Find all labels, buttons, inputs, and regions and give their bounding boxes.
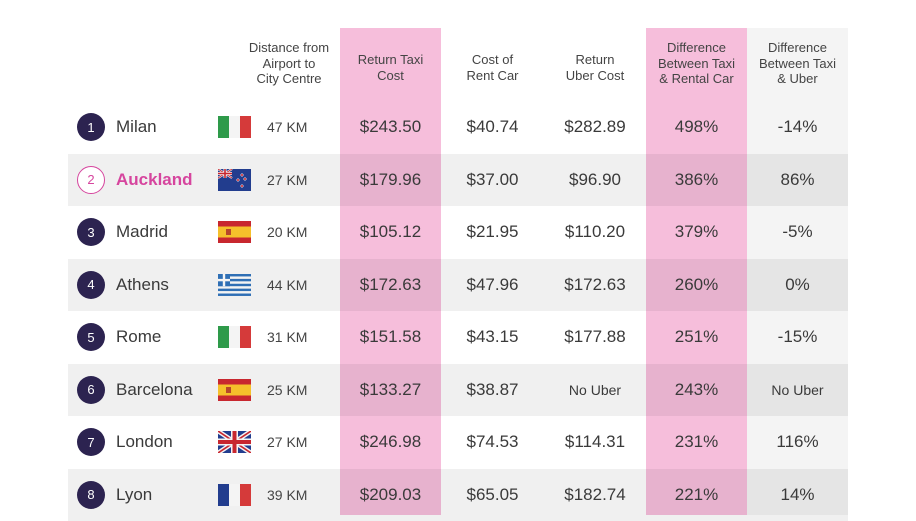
rent-value: $40.74 xyxy=(466,117,519,136)
diff-rental-value: 260% xyxy=(674,274,719,294)
rent-value: $21.95 xyxy=(466,222,519,241)
diff-rental-value: 251% xyxy=(674,327,719,346)
diff-rental-value: 221% xyxy=(674,484,719,504)
uber-value: $110.20 xyxy=(564,222,626,241)
city-name: London xyxy=(116,432,173,451)
city-name: Milan xyxy=(116,117,157,136)
diff-rental-value: 243% xyxy=(674,379,719,399)
rank-badge: 7 xyxy=(77,428,105,456)
header-diff-uber: Difference Between Taxi & Uber xyxy=(758,40,837,86)
uber-value: $177.88 xyxy=(564,327,626,346)
taxi-value: $179.96 xyxy=(359,169,422,189)
row-shade xyxy=(68,258,848,311)
city-name: Rome xyxy=(116,327,162,346)
diff-uber-value: 0% xyxy=(785,274,810,294)
new-zealand-flag xyxy=(217,167,251,191)
rent-value: $43.15 xyxy=(466,327,519,346)
italy-flag xyxy=(218,326,251,348)
diff-uber-value: -14% xyxy=(777,117,818,136)
diff-uber-value: -5% xyxy=(782,222,813,241)
row-shade xyxy=(68,468,848,521)
city-name: Madrid xyxy=(116,222,168,241)
header-distance: Distance from Airport to City Centre xyxy=(248,40,330,86)
distance-value: 31 KM xyxy=(267,329,308,345)
rent-value: $47.96 xyxy=(466,274,519,294)
taxi-value: $243.50 xyxy=(359,117,422,136)
diff-uber-value: 116% xyxy=(776,432,819,451)
uber-value: $172.63 xyxy=(564,274,626,294)
distance-value: 44 KM xyxy=(267,276,308,293)
header-rent: Cost of Rent Car xyxy=(466,52,519,83)
diff-rental-value: 231% xyxy=(674,432,719,451)
rent-value: $37.00 xyxy=(466,169,519,189)
diff-rental-value: 386% xyxy=(674,169,719,189)
rent-value: $65.05 xyxy=(466,484,519,504)
taxi-value: $209.03 xyxy=(359,484,422,504)
rank-badge: 6 xyxy=(77,375,105,404)
rank-badge: 8 xyxy=(77,480,105,509)
taxi-column-bg xyxy=(340,28,441,515)
uber-value: $282.89 xyxy=(564,117,626,136)
distance-value: 47 KM xyxy=(267,119,308,135)
city-name: Auckland xyxy=(116,169,193,189)
diff-uber-value: -15% xyxy=(777,327,818,346)
diff-uber-value: 14% xyxy=(780,484,815,504)
rank-badge: 3 xyxy=(77,218,105,246)
header-diff-rental: Difference Between Taxi & Rental Car xyxy=(657,40,736,86)
row-shade xyxy=(68,153,848,206)
uber-value: No Uber xyxy=(568,381,622,398)
taxi-value: $151.58 xyxy=(359,327,422,346)
taxi-value: $105.12 xyxy=(359,222,422,241)
spain-flag xyxy=(218,221,251,243)
rank-badge: 1 xyxy=(77,113,105,141)
france-flag xyxy=(218,483,251,506)
distance-value: 27 KM xyxy=(267,171,308,188)
rank-badge: 4 xyxy=(77,270,105,299)
diff-uber-value: No Uber xyxy=(771,381,824,398)
row-shade xyxy=(68,363,848,416)
distance-value: 39 KM xyxy=(267,486,308,503)
diff-uber-value: 86% xyxy=(780,169,815,189)
diff-rental-column-bg xyxy=(646,28,747,515)
header-uber: Return Uber Cost xyxy=(565,52,625,83)
rent-value: $38.87 xyxy=(466,379,519,399)
uber-value: $114.31 xyxy=(564,432,626,451)
rank-badge: 5 xyxy=(77,323,105,351)
greece-flag xyxy=(218,273,251,296)
city-name: Athens xyxy=(116,274,169,294)
taxi-value: $246.98 xyxy=(359,432,422,451)
taxi-value: $172.63 xyxy=(359,274,422,294)
diff-uber-column-bg xyxy=(747,28,848,515)
rent-value: $74.53 xyxy=(466,432,519,451)
taxi-value: $133.27 xyxy=(359,379,422,399)
distance-value: 27 KM xyxy=(267,434,308,450)
diff-rental-value: 498% xyxy=(674,117,719,136)
italy-flag xyxy=(218,116,251,138)
distance-value: 20 KM xyxy=(267,224,308,240)
diff-rental-value: 379% xyxy=(674,222,719,241)
uk-flag xyxy=(216,429,253,455)
city-name: Lyon xyxy=(116,484,153,504)
header-taxi: Return Taxi Cost xyxy=(357,52,424,83)
spain-flag xyxy=(218,378,251,401)
uber-value: $96.90 xyxy=(569,169,621,189)
uber-value: $182.74 xyxy=(564,484,626,504)
city-name: Barcelona xyxy=(116,379,193,399)
distance-value: 25 KM xyxy=(267,381,308,398)
rank-badge: 2 xyxy=(77,165,105,194)
